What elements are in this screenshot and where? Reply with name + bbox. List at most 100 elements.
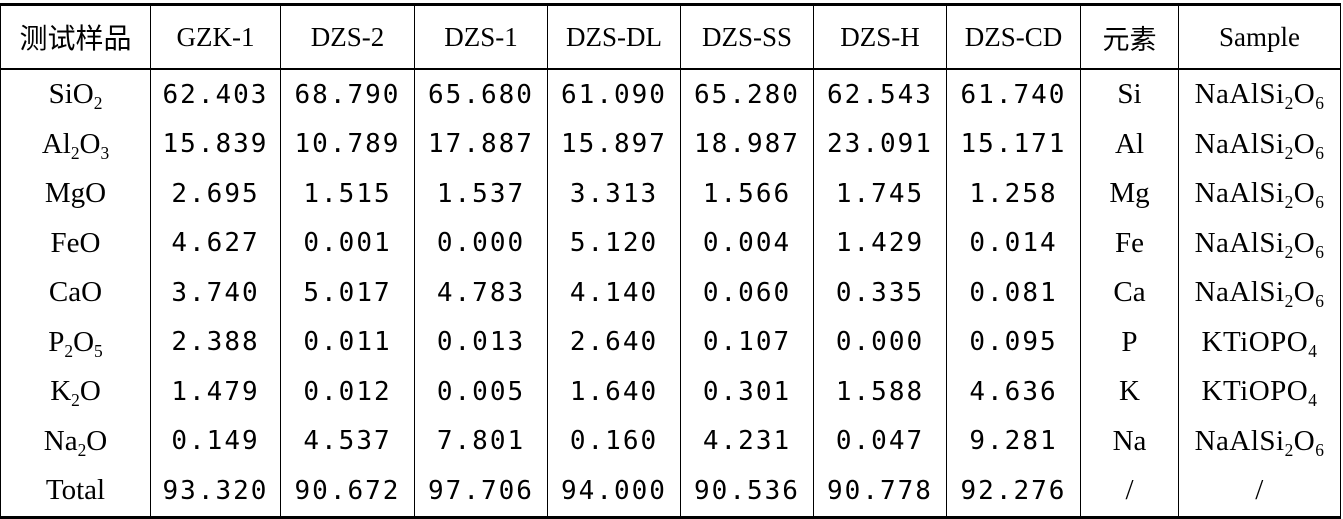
value-cell: 1.537: [414, 169, 548, 219]
formula-subscript: 2: [1284, 93, 1294, 114]
formula-part: Si: [48, 78, 73, 111]
value-cell: 1.515: [280, 169, 415, 219]
header-element: 元素: [1080, 3, 1179, 70]
oxide-cell: CaO: [0, 268, 151, 318]
formula-part: CaO: [48, 276, 103, 309]
element-cell: Ca: [1080, 268, 1179, 318]
value-cell: 1.479: [150, 367, 281, 417]
value-cell: 0.011: [280, 317, 415, 367]
oxide-cell: P2O5: [0, 317, 151, 367]
value-cell: 2.388: [150, 317, 281, 367]
table-row: Total 93.320 90.672 97.706 94.000 90.536 90.77…: [0, 466, 1341, 519]
table-row: FeO 4.627 0.001 0.000 5.120 0.004 1.429 0.014 Fe…: [0, 218, 1341, 268]
element-cell: Fe: [1080, 218, 1179, 268]
value-cell: 23.091: [813, 119, 947, 169]
formula-subscript: 2: [1284, 439, 1294, 460]
formula-subscript: 2: [93, 93, 103, 114]
sample-cell: NaAlSi2O6: [1178, 416, 1341, 466]
value-cell: 1.640: [547, 367, 681, 417]
value-cell: 4.537: [280, 416, 415, 466]
value-cell: 0.005: [414, 367, 548, 417]
table-row: Al2O3 15.839 10.789 17.887 15.897 18.987 23.09…: [0, 119, 1341, 169]
formula-subscript: 2: [1284, 142, 1294, 163]
table-row: P2O5 2.388 0.011 0.013 2.640 0.107 0.000 0.095 P…: [0, 317, 1341, 367]
table-row: Na2O 0.149 4.537 7.801 0.160 4.231 0.047 9.281 N…: [0, 416, 1341, 466]
value-cell: 4.783: [414, 268, 548, 318]
sample-cell: NaAlSi2O6: [1178, 218, 1341, 268]
formula-part: MgO: [44, 177, 107, 210]
value-cell: 5.120: [547, 218, 681, 268]
formula-part: FeO: [50, 226, 101, 259]
formula-subscript: 2: [1284, 241, 1294, 262]
value-cell: 90.672: [280, 466, 415, 519]
sample-cell: KTiOPO4: [1178, 367, 1341, 417]
value-cell: 92.276: [946, 466, 1081, 519]
formula-subscript: 6: [1315, 439, 1325, 460]
formula-part: NaAlSi: [1194, 226, 1285, 259]
element-cell: /: [1080, 466, 1179, 519]
formula-part: O: [1293, 226, 1316, 259]
header-dzs-cd: DZS-CD: [946, 3, 1081, 70]
value-cell: 9.281: [946, 416, 1081, 466]
element-cell: P: [1080, 317, 1179, 367]
value-cell: 94.000: [547, 466, 681, 519]
formula-part: O: [1293, 127, 1316, 160]
value-cell: 90.778: [813, 466, 947, 519]
value-cell: 0.013: [414, 317, 548, 367]
header-row: 测试样品 GZK-1 DZS-2 DZS-1 DZS-DL DZS-SS DZS…: [0, 3, 1341, 70]
value-cell: 1.429: [813, 218, 947, 268]
value-cell: 4.140: [547, 268, 681, 318]
formula-part: O: [1293, 78, 1316, 111]
header-sample: Sample: [1178, 3, 1341, 70]
value-cell: 65.680: [414, 69, 548, 120]
formula-subscript: 4: [1308, 340, 1318, 361]
composition-table: 测试样品 GZK-1 DZS-2 DZS-1 DZS-DL DZS-SS DZS…: [0, 3, 1341, 519]
element-cell: Mg: [1080, 169, 1179, 219]
formula-part: Al: [41, 127, 71, 160]
value-cell: 4.636: [946, 367, 1081, 417]
value-cell: 97.706: [414, 466, 548, 519]
value-cell: 2.695: [150, 169, 281, 219]
value-cell: 0.095: [946, 317, 1081, 367]
formula-subscript: 3: [100, 142, 110, 163]
table-row: MgO 2.695 1.515 1.537 3.313 1.566 1.745 1.258 Mg…: [0, 169, 1341, 219]
oxide-cell: Na2O: [0, 416, 151, 466]
value-cell: 93.320: [150, 466, 281, 519]
formula-part: /: [1255, 474, 1264, 507]
value-cell: 3.313: [547, 169, 681, 219]
value-cell: 1.588: [813, 367, 947, 417]
value-cell: 0.107: [680, 317, 814, 367]
value-cell: 0.012: [280, 367, 415, 417]
formula-subscript: 2: [77, 439, 87, 460]
value-cell: 0.335: [813, 268, 947, 318]
sample-cell: /: [1178, 466, 1341, 519]
formula-subscript: 2: [1284, 192, 1294, 213]
value-cell: 15.171: [946, 119, 1081, 169]
value-cell: 62.543: [813, 69, 947, 120]
formula-part: O: [1293, 276, 1316, 309]
formula-part: Total: [45, 474, 106, 507]
value-cell: 61.740: [946, 69, 1081, 120]
formula-part: NaAlSi: [1194, 276, 1285, 309]
value-cell: 1.258: [946, 169, 1081, 219]
value-cell: 65.280: [680, 69, 814, 120]
header-gzk-1: GZK-1: [150, 3, 281, 70]
formula-subscript: 5: [94, 340, 103, 361]
value-cell: 0.014: [946, 218, 1081, 268]
formula-part: O: [73, 325, 95, 358]
formula-subscript: 6: [1315, 291, 1325, 312]
table-row: K2O 1.479 0.012 0.005 1.640 0.301 1.588 4.636 K K…: [0, 367, 1341, 417]
sample-cell: NaAlSi2O6: [1178, 169, 1341, 219]
oxide-cell: MgO: [0, 169, 151, 219]
formula-subscript: 2: [70, 142, 80, 163]
formula-subscript: 6: [1315, 93, 1325, 114]
formula-part: O: [79, 127, 101, 160]
value-cell: 0.060: [680, 268, 814, 318]
table-row: CaO 3.740 5.017 4.783 4.140 0.060 0.335 0.081 Ca…: [0, 268, 1341, 318]
formula-part: KTiOPO: [1201, 375, 1309, 408]
sample-cell: KTiOPO4: [1178, 317, 1341, 367]
element-cell: K: [1080, 367, 1179, 417]
value-cell: 15.897: [547, 119, 681, 169]
formula-subscript: 2: [1284, 291, 1294, 312]
